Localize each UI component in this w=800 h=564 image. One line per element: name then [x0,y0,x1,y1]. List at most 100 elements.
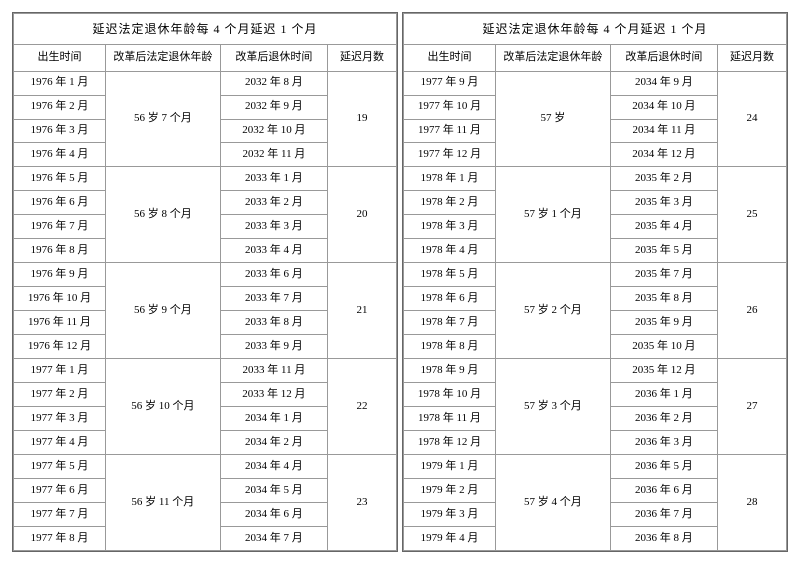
cell-retire: 2035 年 8 月 [610,287,717,311]
cell-birth: 1979 年 4 月 [404,526,496,550]
cell-birth: 1978 年 12 月 [404,431,496,455]
col-birth: 出生时间 [404,45,496,71]
left-title: 延迟法定退休年龄每 4 个月延迟 1 个月 [14,14,397,45]
cell-retire: 2035 年 3 月 [610,191,717,215]
cell-delay: 26 [718,263,787,359]
cell-retire: 2032 年 9 月 [220,95,327,119]
cell-retire: 2034 年 1 月 [220,407,327,431]
cell-birth: 1979 年 2 月 [404,479,496,503]
cell-birth: 1976 年 9 月 [14,263,106,287]
col-birth: 出生时间 [14,45,106,71]
cell-retire: 2034 年 11 月 [610,119,717,143]
cell-delay: 20 [328,167,397,263]
cell-birth: 1978 年 1 月 [404,167,496,191]
cell-delay: 24 [718,71,787,167]
cell-birth: 1976 年 10 月 [14,287,106,311]
cell-birth: 1978 年 2 月 [404,191,496,215]
cell-retire: 2035 年 4 月 [610,215,717,239]
cell-birth: 1976 年 8 月 [14,239,106,263]
cell-retire: 2036 年 1 月 [610,383,717,407]
cell-birth: 1978 年 9 月 [404,359,496,383]
cell-birth: 1976 年 12 月 [14,335,106,359]
table-row: 1977 年 5 月56 岁 11 个月2034 年 4 月23 [14,455,397,479]
cell-birth: 1977 年 3 月 [14,407,106,431]
table-row: 1976 年 1 月56 岁 7 个月2032 年 8 月19 [14,71,397,95]
cell-retire: 2033 年 2 月 [220,191,327,215]
cell-retire: 2034 年 4 月 [220,455,327,479]
cell-age: 57 岁 4 个月 [495,455,610,551]
cell-birth: 1977 年 1 月 [14,359,106,383]
table-row: 1979 年 1 月57 岁 4 个月2036 年 5 月28 [404,455,787,479]
cell-birth: 1977 年 6 月 [14,479,106,503]
cell-retire: 2032 年 11 月 [220,143,327,167]
cell-birth: 1978 年 11 月 [404,407,496,431]
table-row: 1977 年 9 月57 岁2034 年 9 月24 [404,71,787,95]
cell-delay: 21 [328,263,397,359]
cell-retire: 2033 年 4 月 [220,239,327,263]
col-retire: 改革后退休时间 [610,45,717,71]
cell-birth: 1979 年 1 月 [404,455,496,479]
col-delay: 延迟月数 [328,45,397,71]
cell-age: 56 岁 11 个月 [105,455,220,551]
cell-birth: 1976 年 11 月 [14,311,106,335]
cell-age: 56 岁 7 个月 [105,71,220,167]
cell-birth: 1978 年 5 月 [404,263,496,287]
cell-retire: 2033 年 8 月 [220,311,327,335]
cell-birth: 1977 年 8 月 [14,526,106,550]
cell-retire: 2036 年 6 月 [610,479,717,503]
cell-age: 57 岁 [495,71,610,167]
cell-retire: 2034 年 6 月 [220,503,327,527]
cell-birth: 1978 年 10 月 [404,383,496,407]
col-age: 改革后法定退休年龄 [495,45,610,71]
cell-birth: 1977 年 2 月 [14,383,106,407]
table-row: 1978 年 1 月57 岁 1 个月2035 年 2 月25 [404,167,787,191]
cell-age: 57 岁 3 个月 [495,359,610,455]
table-row: 1978 年 5 月57 岁 2 个月2035 年 7 月26 [404,263,787,287]
cell-delay: 25 [718,167,787,263]
cell-retire: 2036 年 7 月 [610,503,717,527]
col-age: 改革后法定退休年龄 [105,45,220,71]
cell-retire: 2034 年 9 月 [610,71,717,95]
left-body: 1976 年 1 月56 岁 7 个月2032 年 8 月191976 年 2 … [14,71,397,550]
cell-birth: 1976 年 1 月 [14,71,106,95]
cell-birth: 1976 年 2 月 [14,95,106,119]
cell-birth: 1978 年 7 月 [404,311,496,335]
cell-retire: 2033 年 1 月 [220,167,327,191]
cell-retire: 2035 年 5 月 [610,239,717,263]
cell-birth: 1977 年 10 月 [404,95,496,119]
cell-retire: 2036 年 3 月 [610,431,717,455]
cell-delay: 22 [328,359,397,455]
cell-retire: 2035 年 7 月 [610,263,717,287]
cell-age: 56 岁 9 个月 [105,263,220,359]
cell-birth: 1978 年 3 月 [404,215,496,239]
left-panel: 延迟法定退休年龄每 4 个月延迟 1 个月 出生时间 改革后法定退休年龄 改革后… [12,12,398,552]
cell-birth: 1978 年 6 月 [404,287,496,311]
right-title: 延迟法定退休年龄每 4 个月延迟 1 个月 [404,14,787,45]
cell-retire: 2032 年 8 月 [220,71,327,95]
cell-retire: 2036 年 2 月 [610,407,717,431]
cell-birth: 1977 年 9 月 [404,71,496,95]
cell-birth: 1976 年 6 月 [14,191,106,215]
cell-retire: 2035 年 2 月 [610,167,717,191]
cell-retire: 2033 年 9 月 [220,335,327,359]
col-retire: 改革后退休时间 [220,45,327,71]
right-body: 1977 年 9 月57 岁2034 年 9 月241977 年 10 月203… [404,71,787,550]
cell-birth: 1977 年 4 月 [14,431,106,455]
cell-birth: 1976 年 5 月 [14,167,106,191]
cell-retire: 2033 年 3 月 [220,215,327,239]
cell-retire: 2035 年 12 月 [610,359,717,383]
cell-retire: 2036 年 5 月 [610,455,717,479]
cell-retire: 2034 年 10 月 [610,95,717,119]
page-wrap: 延迟法定退休年龄每 4 个月延迟 1 个月 出生时间 改革后法定退休年龄 改革后… [12,12,788,552]
table-row: 1977 年 1 月56 岁 10 个月2033 年 11 月22 [14,359,397,383]
cell-retire: 2033 年 12 月 [220,383,327,407]
cell-retire: 2033 年 6 月 [220,263,327,287]
cell-retire: 2036 年 8 月 [610,526,717,550]
col-delay: 延迟月数 [718,45,787,71]
cell-age: 56 岁 10 个月 [105,359,220,455]
cell-birth: 1977 年 7 月 [14,503,106,527]
cell-birth: 1978 年 4 月 [404,239,496,263]
left-table: 延迟法定退休年龄每 4 个月延迟 1 个月 出生时间 改革后法定退休年龄 改革后… [13,13,397,551]
cell-retire: 2033 年 11 月 [220,359,327,383]
cell-birth: 1976 年 4 月 [14,143,106,167]
